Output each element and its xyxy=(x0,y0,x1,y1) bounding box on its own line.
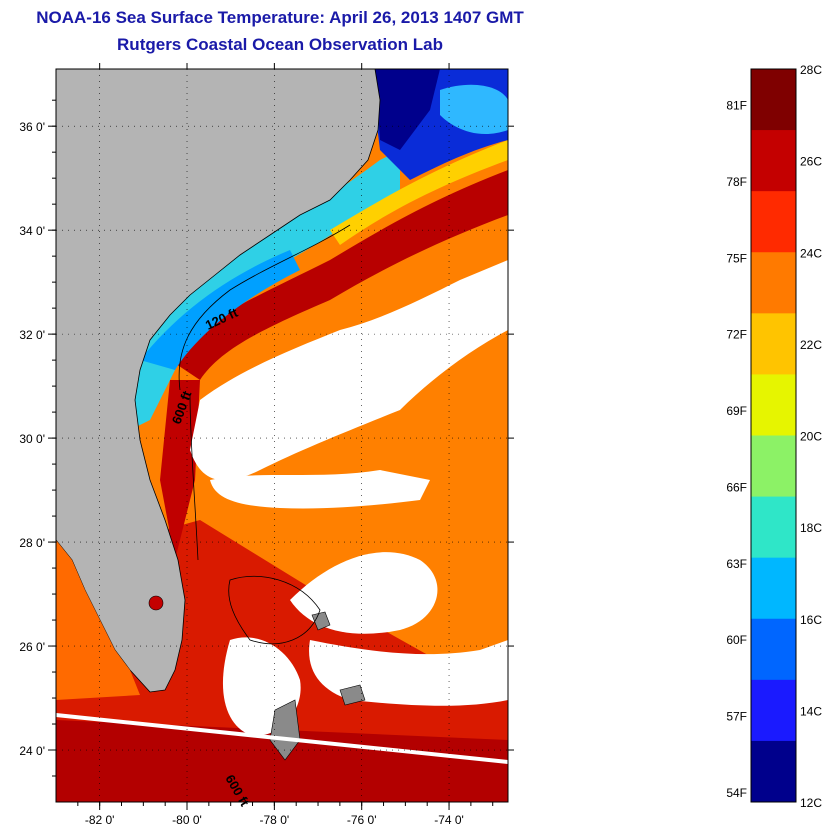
celsius-label: 22C xyxy=(800,338,822,352)
lon-tick-label: -82 0' xyxy=(85,813,115,827)
gulf-stream-core xyxy=(170,170,508,380)
map-frame: 120 ft 600 ft 600 ft xyxy=(55,68,509,809)
graticule xyxy=(56,69,508,802)
fahrenheit-label: 75F xyxy=(726,251,747,265)
fahrenheit-label: 66F xyxy=(726,480,747,494)
land-mass xyxy=(55,68,381,693)
celsius-label: 16C xyxy=(800,613,822,627)
celsius-label: 14C xyxy=(800,704,822,718)
lon-tick-label: -80 0' xyxy=(172,813,202,827)
colorbar-band xyxy=(751,252,796,314)
colorbar-band xyxy=(751,313,796,375)
longitude-axis: -82 0' -80 0' -78 0' -76 0' -74 0' xyxy=(77,63,494,827)
temperature-colorbar: 28C 26C 24C 22C 20C 18C 16C 14C 12C 81F 78F 75F 72F… xyxy=(726,63,822,810)
fahrenheit-labels: 81F 78F 75F 72F 69F 66F 63F 60F 57F 54F xyxy=(726,99,747,800)
latitude-axis: 36 0' 34 0' 32 0' 30 0' 28 0' 26 0' 24 0' xyxy=(19,99,514,777)
cloud-cover xyxy=(190,260,508,736)
sst-map: 120 ft 600 ft 600 ft 36 0' 34 0' 32 0' 30 0… xyxy=(19,63,514,827)
colorbar-band xyxy=(751,69,796,131)
colorbar-band xyxy=(751,618,796,681)
celsius-label: 28C xyxy=(800,63,822,77)
lat-tick-label: 24 0' xyxy=(19,744,45,758)
lat-tick-label: 36 0' xyxy=(19,120,45,134)
fahrenheit-label: 69F xyxy=(726,404,747,418)
lat-tick-label: 34 0' xyxy=(19,224,45,238)
celsius-labels: 28C 26C 24C 22C 20C 18C 16C 14C 12C xyxy=(800,63,822,810)
lat-tick-label: 26 0' xyxy=(19,640,45,654)
contour-bahama-bank xyxy=(228,575,321,644)
celsius-label: 24C xyxy=(800,246,822,260)
celsius-label: 18C xyxy=(800,521,822,535)
lon-tick-label: -74 0' xyxy=(434,813,464,827)
lake-okeechobee xyxy=(148,595,164,611)
cold-water-core xyxy=(375,69,440,150)
fahrenheit-label: 63F xyxy=(726,557,747,571)
map-subtitle: Rutgers Coastal Ocean Observation Lab xyxy=(117,35,443,54)
colorbar-band xyxy=(751,496,796,559)
fahrenheit-label: 60F xyxy=(726,633,747,647)
shelf-water-cold xyxy=(140,250,300,370)
colorbar-band xyxy=(751,435,796,498)
contour-120ft xyxy=(178,224,351,391)
lat-tick-label: 30 0' xyxy=(19,432,45,446)
celsius-label: 26C xyxy=(800,155,822,169)
florida-current xyxy=(160,380,200,560)
colorbar-band xyxy=(751,191,796,253)
lat-tick-label: 32 0' xyxy=(19,328,45,342)
slope-water xyxy=(330,140,508,245)
lon-tick-label: -78 0' xyxy=(260,813,290,827)
colorbar-band xyxy=(751,374,796,436)
satellite-swath-gap xyxy=(55,713,509,764)
celsius-label: 12C xyxy=(800,796,822,810)
gulf-of-mexico xyxy=(56,540,140,700)
fahrenheit-label: 78F xyxy=(726,175,747,189)
shelf-water xyxy=(120,150,400,430)
celsius-label: 20C xyxy=(800,430,822,444)
fahrenheit-label: 81F xyxy=(726,99,747,113)
colorbar-band xyxy=(751,557,796,620)
eddy-water xyxy=(440,84,508,135)
lon-tick-label: -76 0' xyxy=(347,813,377,827)
colorbar-band xyxy=(751,679,796,742)
lat-tick-label: 28 0' xyxy=(19,536,45,550)
contour-600ft xyxy=(189,394,199,561)
colorbar-band xyxy=(751,740,796,803)
fahrenheit-label: 54F xyxy=(726,786,747,800)
warm-water-keys xyxy=(56,720,508,802)
colorbar-band xyxy=(751,130,796,192)
fahrenheit-label: 72F xyxy=(726,328,747,342)
map-title: NOAA-16 Sea Surface Temperature: April 2… xyxy=(36,8,524,27)
bahamas-islands xyxy=(269,611,366,761)
fahrenheit-label: 57F xyxy=(726,709,747,723)
